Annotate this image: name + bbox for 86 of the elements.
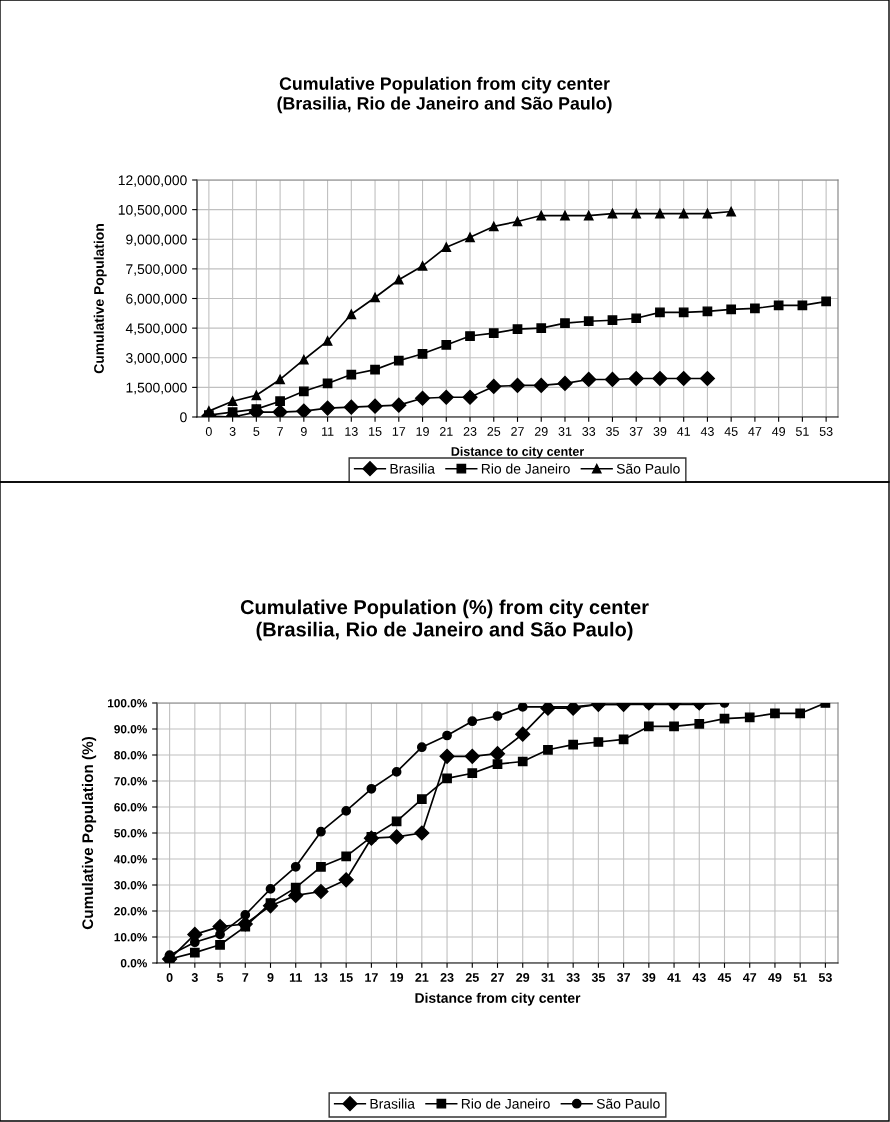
y-tick-label: 3,000,000 (126, 353, 187, 365)
x-tick-label: 5 (216, 973, 224, 982)
x-tick-label: 33 (566, 973, 580, 982)
y-tick-label: 70.0% (114, 777, 147, 786)
x-tick-label: 27 (511, 427, 524, 436)
x-tick-label: 37 (629, 427, 643, 436)
y-tick-label: 100.0% (107, 699, 147, 708)
x-tick-label: 29 (534, 427, 548, 436)
chart-title: Cumulative Population from city center (Brasilia, Rio de Janeiro and São Paulo) (277, 76, 612, 114)
x-tick-label: 11 (289, 973, 302, 982)
x-tick-label: 39 (653, 427, 667, 436)
y-tick-label: 50.0% (114, 829, 147, 838)
x-tick-label: 9 (267, 973, 274, 982)
x-tick-label: 7 (277, 427, 283, 436)
y-tick-label: 7,500,000 (126, 264, 187, 276)
x-tick-label: 3 (191, 973, 198, 982)
x-tick-label: 41 (677, 427, 691, 436)
x-tick-label: 39 (642, 973, 656, 982)
y-tick-label: 90.0% (114, 725, 147, 734)
x-tick-label: 0 (205, 427, 212, 436)
legend-label: São Paulo (596, 1098, 660, 1109)
x-tick-label: 11 (322, 427, 334, 436)
x-tick-label: 27 (490, 973, 504, 982)
x-tick-label: 51 (795, 427, 809, 436)
x-axis-title: Distance from city center (415, 992, 581, 1006)
x-tick-label: 45 (717, 973, 732, 982)
x-tick-label: 37 (616, 973, 631, 982)
x-tick-label: 15 (340, 973, 353, 982)
x-tick-label: 19 (416, 427, 429, 436)
x-tick-label: 17 (365, 973, 378, 982)
y-tick-label: 60.0% (114, 803, 147, 812)
x-tick-label: 29 (516, 973, 530, 982)
legend-label: Brasilia (370, 1098, 415, 1109)
chart-title: Cumulative Population (%) from city center (Brasilia, Rio de Janeiro and São Paulo) (240, 599, 649, 641)
x-tick-label: 19 (390, 973, 404, 982)
x-tick-label: 49 (771, 427, 786, 436)
y-tick-label: 12,000,000 (118, 175, 187, 187)
y-tick-label: 0.0% (120, 959, 147, 968)
x-tick-label: 3 (229, 427, 236, 436)
x-tick-label: 13 (345, 427, 358, 436)
y-tick-label: 0 (180, 412, 187, 423)
x-tick-label: 21 (439, 427, 453, 436)
x-tick-label: 31 (541, 973, 555, 982)
x-tick-label: 0 (166, 973, 173, 982)
x-axis-title: Distance to city center (451, 446, 585, 459)
x-tick-label: 23 (440, 973, 454, 982)
x-tick-label: 41 (667, 973, 681, 982)
x-tick-label: 35 (591, 973, 605, 982)
y-tick-label: 4,500,000 (125, 323, 187, 335)
x-tick-label: 15 (369, 427, 382, 436)
x-tick-label: 9 (300, 427, 307, 436)
x-tick-label: 33 (582, 427, 596, 436)
y-tick-label: 80.0% (114, 751, 147, 760)
x-tick-label: 23 (463, 427, 477, 436)
x-tick-label: 13 (314, 973, 328, 982)
legend-label: São Paulo (616, 463, 680, 474)
x-tick-label: 5 (253, 427, 260, 436)
y-tick-label: 30.0% (114, 881, 147, 890)
x-tick-label: 53 (819, 427, 833, 436)
legend-label: Rio de Janeiro (461, 1098, 550, 1109)
x-tick-label: 17 (392, 427, 406, 436)
y-axis-title: Cumulative Population (%) (81, 736, 97, 930)
x-tick-label: 47 (748, 427, 762, 436)
y-tick-label: 20.0% (114, 907, 147, 916)
x-tick-label: 49 (768, 973, 782, 982)
x-tick-label: 45 (724, 427, 738, 436)
x-tick-label: 21 (415, 973, 429, 982)
legend-label: Brasilia (390, 463, 435, 474)
x-tick-label: 25 (465, 973, 479, 982)
x-tick-label: 53 (818, 973, 832, 982)
legend-label: Rio de Janeiro (481, 463, 570, 474)
x-tick-label: 43 (700, 427, 714, 436)
x-tick-label: 35 (605, 427, 619, 436)
x-tick-label: 25 (487, 427, 501, 436)
x-tick-label: 43 (692, 973, 706, 982)
y-tick-label: 10.0% (114, 933, 147, 942)
y-tick-label: 10,500,000 (118, 204, 187, 217)
x-tick-label: 7 (242, 973, 249, 982)
x-tick-label: 47 (742, 973, 757, 982)
y-tick-label: 6,000,000 (126, 293, 187, 306)
y-tick-label: 40.0% (113, 855, 147, 864)
y-axis-title: Cumulative Population (93, 224, 107, 374)
y-tick-label: 9,000,000 (126, 234, 187, 247)
y-tick-label: 1,500,000 (126, 382, 187, 395)
x-tick-label: 31 (558, 427, 572, 436)
x-tick-label: 51 (793, 973, 807, 982)
